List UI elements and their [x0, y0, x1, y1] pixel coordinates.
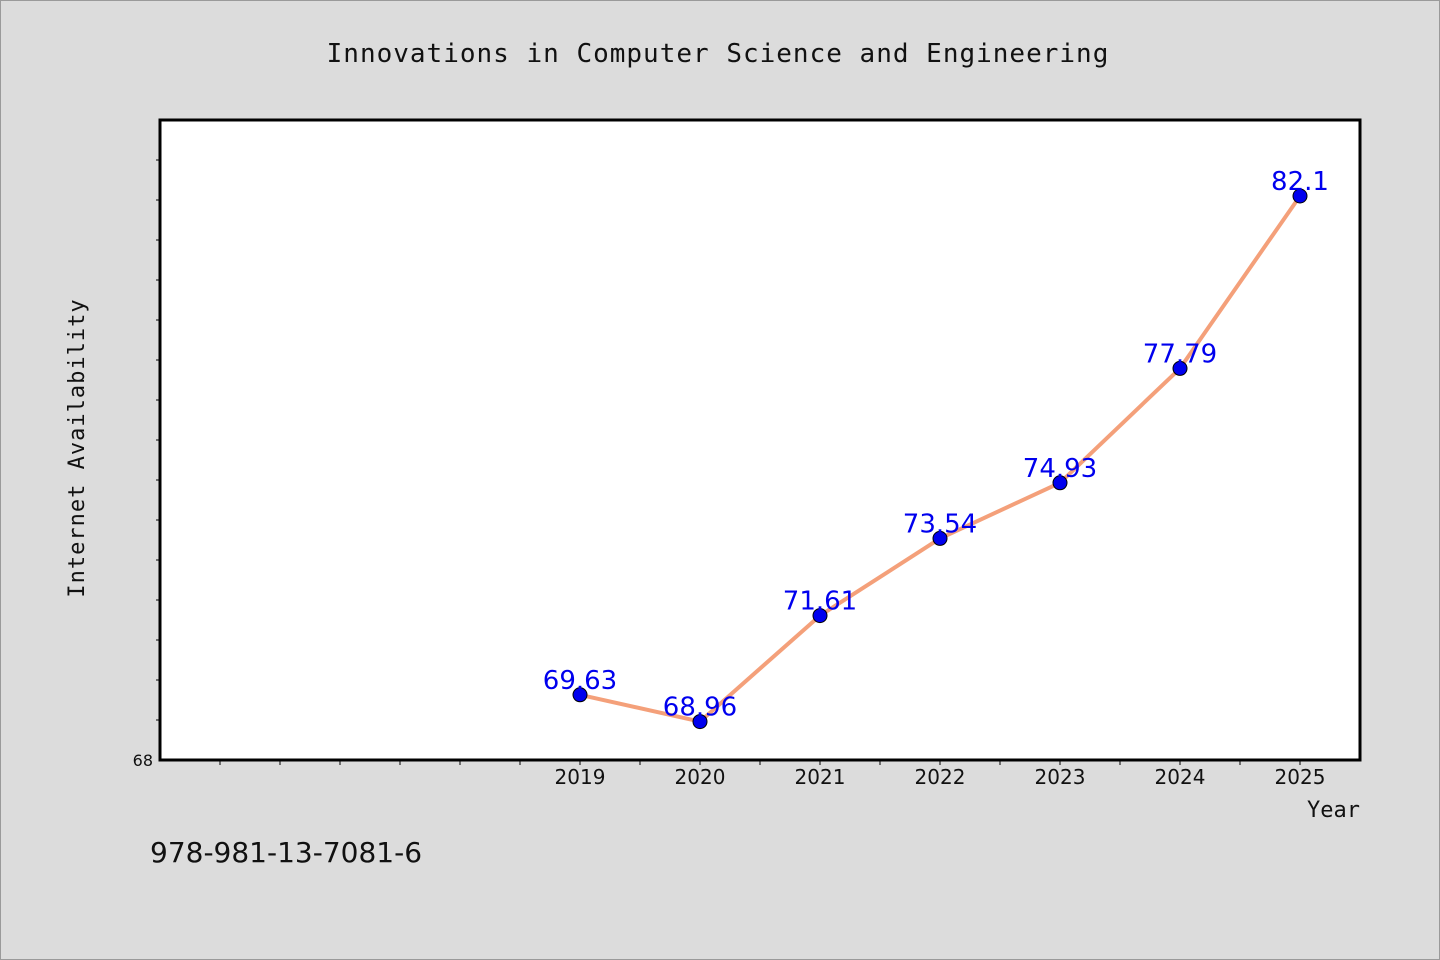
data-point	[1292, 188, 1308, 204]
data-label: 73.54	[903, 509, 977, 539]
footer-text: 978-981-13-7081-6	[150, 836, 422, 869]
x-tick-label: 2020	[675, 765, 726, 789]
data-label: 69.63	[543, 666, 617, 696]
data-point	[1172, 360, 1188, 376]
data-label: 74.93	[1023, 454, 1097, 484]
data-label: 68.96	[663, 693, 737, 723]
series-group: 69.63 68.96 71.61 73.54 74.93 77.79 82.1	[543, 167, 1329, 730]
x-tick-label: 2023	[1035, 765, 1086, 789]
data-label: 82.1	[1271, 167, 1329, 197]
data-point	[812, 608, 828, 624]
chart-title: Innovations in Computer Science and Engi…	[327, 39, 1110, 69]
data-point	[692, 714, 708, 730]
x-axis-label: Year	[1307, 798, 1360, 823]
data-point	[1052, 475, 1068, 491]
data-label: 71.61	[783, 587, 857, 617]
data-point	[572, 687, 588, 703]
y-tick-label: 68	[133, 751, 153, 770]
x-tick-label: 2021	[795, 765, 846, 789]
data-point	[932, 530, 948, 546]
x-tick-label: 2019	[555, 765, 606, 789]
x-tick-labels: 2019 2020 2021 2022 2023 2024 2025	[555, 765, 1326, 789]
x-tick-label: 2025	[1275, 765, 1326, 789]
x-tick-label: 2024	[1155, 765, 1206, 789]
data-label: 77.79	[1143, 339, 1217, 369]
axis-ticks	[156, 159, 1301, 765]
y-axis-label: Internet Availability	[65, 298, 90, 597]
plot-area	[158, 118, 1362, 762]
x-tick-label: 2022	[915, 765, 966, 789]
